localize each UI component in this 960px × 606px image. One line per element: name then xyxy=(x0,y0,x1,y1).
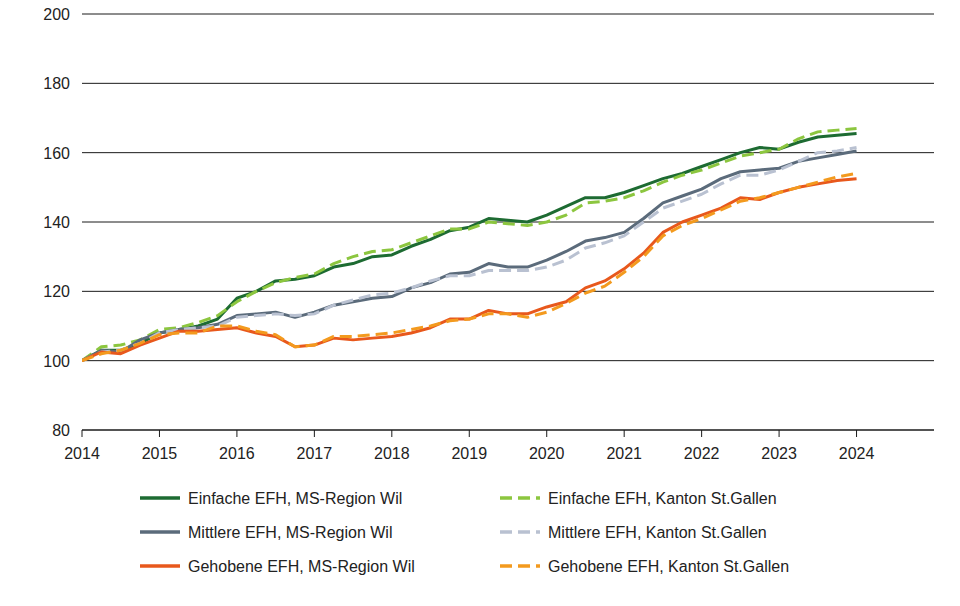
legend-swatch xyxy=(140,496,180,500)
grid-line xyxy=(82,291,934,292)
legend-label: Gehobene EFH, MS-Region Wil xyxy=(188,558,415,575)
x-tick xyxy=(546,430,547,437)
plot-lines xyxy=(82,128,857,360)
x-tick xyxy=(391,430,392,437)
x-tick-label: 2022 xyxy=(684,445,720,462)
legend-swatch xyxy=(500,564,540,568)
y-tick-label: 160 xyxy=(43,145,70,162)
y-tick-label: 100 xyxy=(43,353,70,370)
legend-label: Einfache EFH, MS-Region Wil xyxy=(188,490,402,507)
legend-label: Mittlere EFH, MS-Region Wil xyxy=(188,524,392,541)
series-line xyxy=(82,128,857,360)
x-tick-label: 2016 xyxy=(219,445,255,462)
series-line xyxy=(82,151,857,361)
x-tick xyxy=(314,430,315,437)
x-tick-label: 2021 xyxy=(606,445,642,462)
series-line xyxy=(82,134,857,361)
x-tick xyxy=(469,430,470,437)
x-tick-label: 2023 xyxy=(761,445,797,462)
x-tick-label: 2015 xyxy=(142,445,178,462)
legend-label: Gehobene EFH, Kanton St.Gallen xyxy=(548,558,789,575)
series-line xyxy=(82,147,857,360)
series-line xyxy=(82,173,857,360)
y-tick-label: 180 xyxy=(43,75,70,92)
x-tick xyxy=(236,430,237,437)
y-tick-label: 140 xyxy=(43,214,70,231)
x-tick xyxy=(779,430,780,437)
x-tick-label: 2024 xyxy=(839,445,875,462)
x-tick-label: 2014 xyxy=(64,445,100,462)
legend-swatch xyxy=(500,496,540,500)
x-tick-label: 2017 xyxy=(297,445,333,462)
legend-swatch xyxy=(140,530,180,534)
grid-line xyxy=(82,360,934,361)
grid-line xyxy=(82,83,934,84)
chart-container: 80 100 120 140 160 180 200 2014 2015 2016 2017 2018… xyxy=(0,0,960,606)
x-tick xyxy=(856,430,857,437)
x-axis xyxy=(82,430,934,431)
legend-swatch xyxy=(500,530,540,534)
legend-label: Einfache EFH, Kanton St.Gallen xyxy=(548,490,777,507)
x-tick-label: 2019 xyxy=(451,445,487,462)
grid-line xyxy=(82,430,934,431)
y-tick-label: 120 xyxy=(43,283,70,300)
x-tick xyxy=(624,430,625,437)
x-tick xyxy=(82,430,83,437)
legend-label: Mittlere EFH, Kanton St.Gallen xyxy=(548,524,767,541)
grid-line xyxy=(82,14,934,15)
legend-swatch xyxy=(140,564,180,568)
x-tick-label: 2018 xyxy=(374,445,410,462)
grid-line xyxy=(82,152,934,153)
x-tick xyxy=(701,430,702,437)
y-tick-label: 200 xyxy=(43,6,70,23)
x-tick xyxy=(159,430,160,437)
x-tick-label: 2020 xyxy=(529,445,565,462)
y-tick-label: 80 xyxy=(52,422,70,439)
chart-svg: 80 100 120 140 160 180 200 2014 2015 2016 2017 2018… xyxy=(0,0,960,606)
series-line xyxy=(82,179,857,361)
